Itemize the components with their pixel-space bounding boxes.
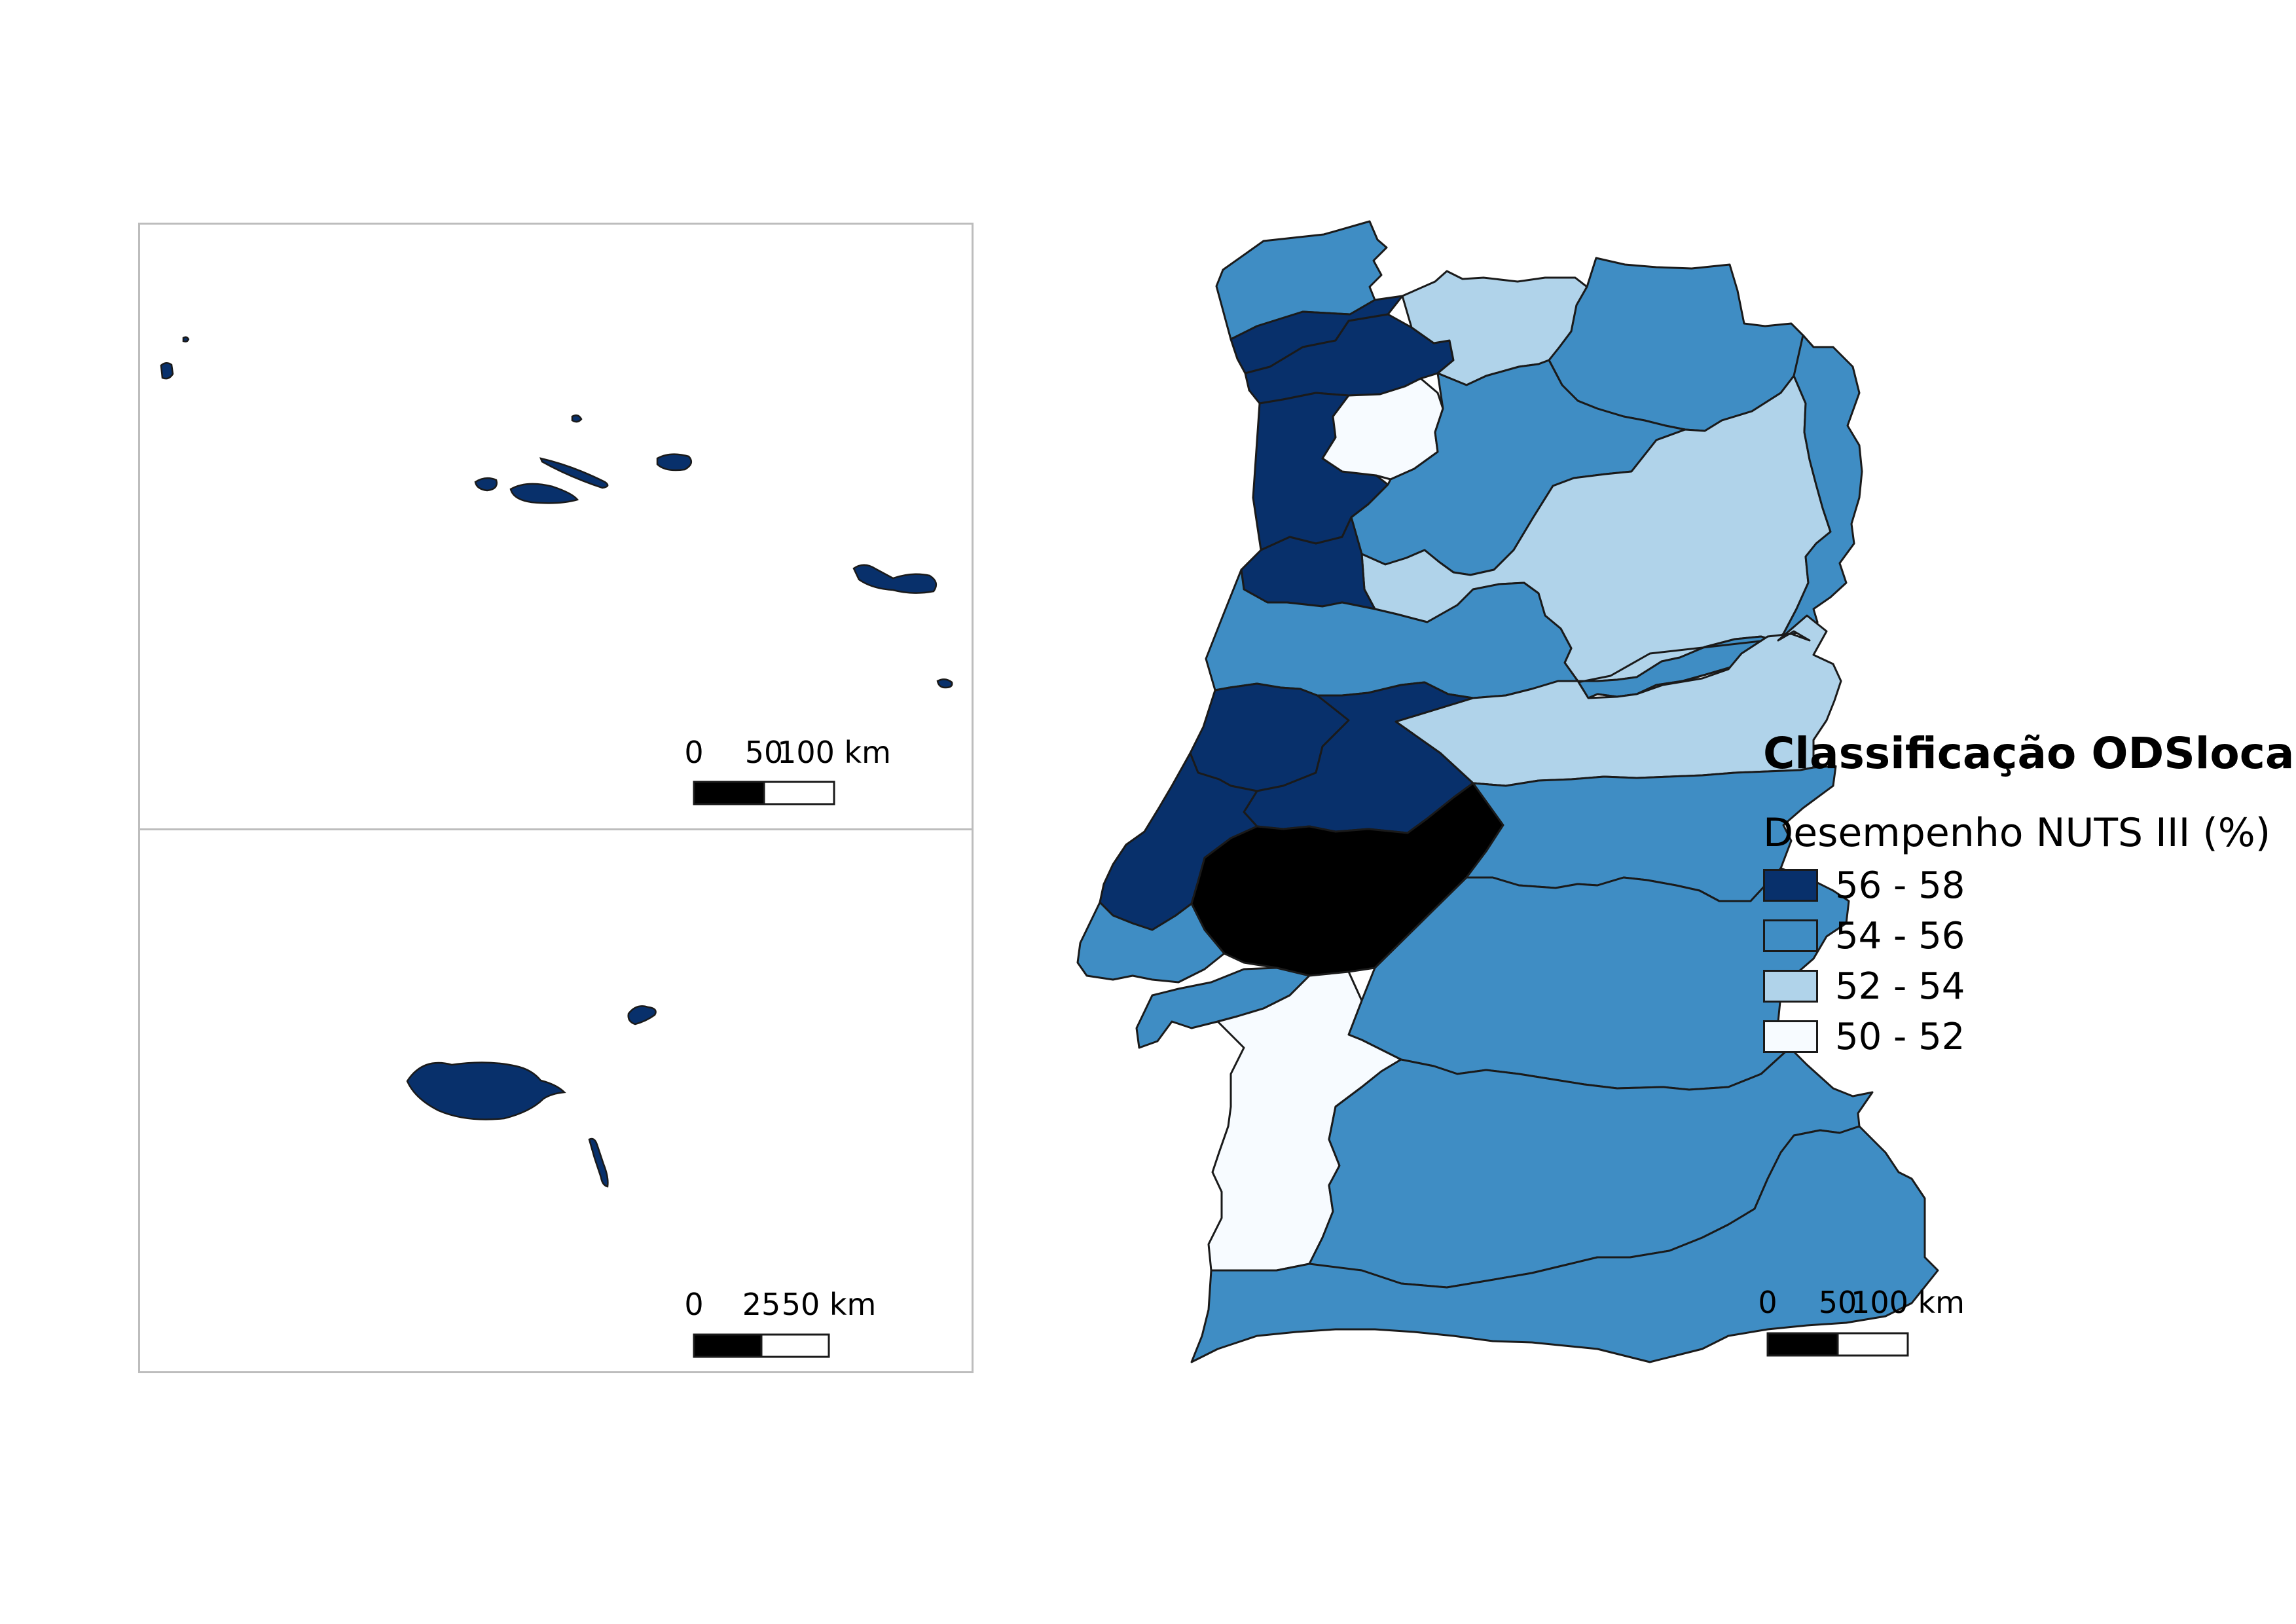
region-area-metropolitana-lisboa [1076,901,1226,984]
scale-label-end: 50 km [782,1287,877,1322]
legend-item-class-2: 54 - 56 [1763,914,1965,957]
region-baixo-alentejo [1308,1046,1874,1289]
region-terras-tras-os-montes [1548,257,1815,432]
madeira-inset-map: 0 25 50 km [138,828,974,1373]
legend-subtitle: Desempenho NUTS III (%) [1763,810,2271,856]
legend-label: 56 - 58 [1835,864,1965,907]
island-porto-santo [627,1005,657,1025]
island-pico [509,483,579,504]
scale-label-0: 0 [1758,1285,1777,1320]
legend-label: 50 - 52 [1835,1015,1965,1058]
scale-label-mid: 50 [745,735,784,770]
island-flores [160,362,174,380]
island-corvo [182,336,190,342]
legend-title: Classificação ODSlocal [1763,728,2296,779]
region-alto-tamega [1401,270,1588,386]
madeira-map-svg: 0 25 50 km [406,1005,877,1358]
scale-label-mid: 50 [1819,1285,1857,1320]
madeira-scale-bar: 0 25 50 km [684,1287,877,1358]
island-graciosa [571,414,583,423]
region-tamega-e-sousa [1321,377,1444,481]
azores-map-svg: 0 50 100 km [160,336,953,805]
region-beiras-e-serra-da-estrela [1576,334,1863,699]
scale-label-0: 0 [684,735,703,770]
island-madeira [406,1061,566,1120]
nuts3-regions [1076,220,1939,1363]
region-ave [1244,313,1455,405]
island-faial [474,477,498,492]
region-algarve [1190,1125,1939,1363]
legend-swatch [1763,869,1818,902]
region-alentejo-litoral [1207,970,1402,1272]
island-terceira [656,453,693,471]
region-douro [1350,359,1686,576]
legend-swatch [1763,970,1818,1003]
region-peninsula-de-setubal [1135,967,1311,1049]
scale-label-mid: 25 [742,1287,781,1322]
island-sao-miguel [852,564,938,594]
region-regiao-de-coimbra [1205,568,1579,699]
legend-item-class-3: 52 - 54 [1763,965,1965,1008]
azores-inset-map: 0 50 100 km [138,223,974,830]
madeira-islands [406,1005,657,1188]
region-regiao-de-aveiro [1240,516,1376,610]
legend-swatch [1763,919,1818,952]
region-viseu-dao-lafoes [1360,375,1832,682]
island-santa-maria [936,678,953,689]
region-cavado [1230,295,1404,375]
region-leziria-do-tejo [1190,782,1507,977]
region-medio-tejo [1243,681,1474,834]
mainland-scale-bar: 0 50 100 km [1758,1285,1965,1357]
legend-label: 54 - 56 [1835,914,1965,957]
legend-item-class-4: 50 - 52 [1763,1015,1965,1058]
region-regiao-de-leiria [1189,682,1350,792]
island-sao-jorge [539,457,609,489]
scale-label-end: 100 km [777,735,891,770]
island-desertas [588,1137,609,1188]
region-area-metropolitana-porto [1252,392,1389,551]
azores-scale-bar: 0 50 100 km [684,735,891,805]
region-beira-baixa [1465,621,1819,720]
legend-item-class-1: 56 - 58 [1763,864,1965,907]
region-alto-minho [1215,220,1388,341]
legend-swatch [1763,1020,1818,1053]
region-oeste [1099,752,1258,931]
scale-label-0: 0 [684,1287,703,1322]
legend-label: 52 - 54 [1835,965,1965,1008]
scale-label-end: 100 km [1851,1285,1965,1320]
azores-islands [160,336,953,689]
